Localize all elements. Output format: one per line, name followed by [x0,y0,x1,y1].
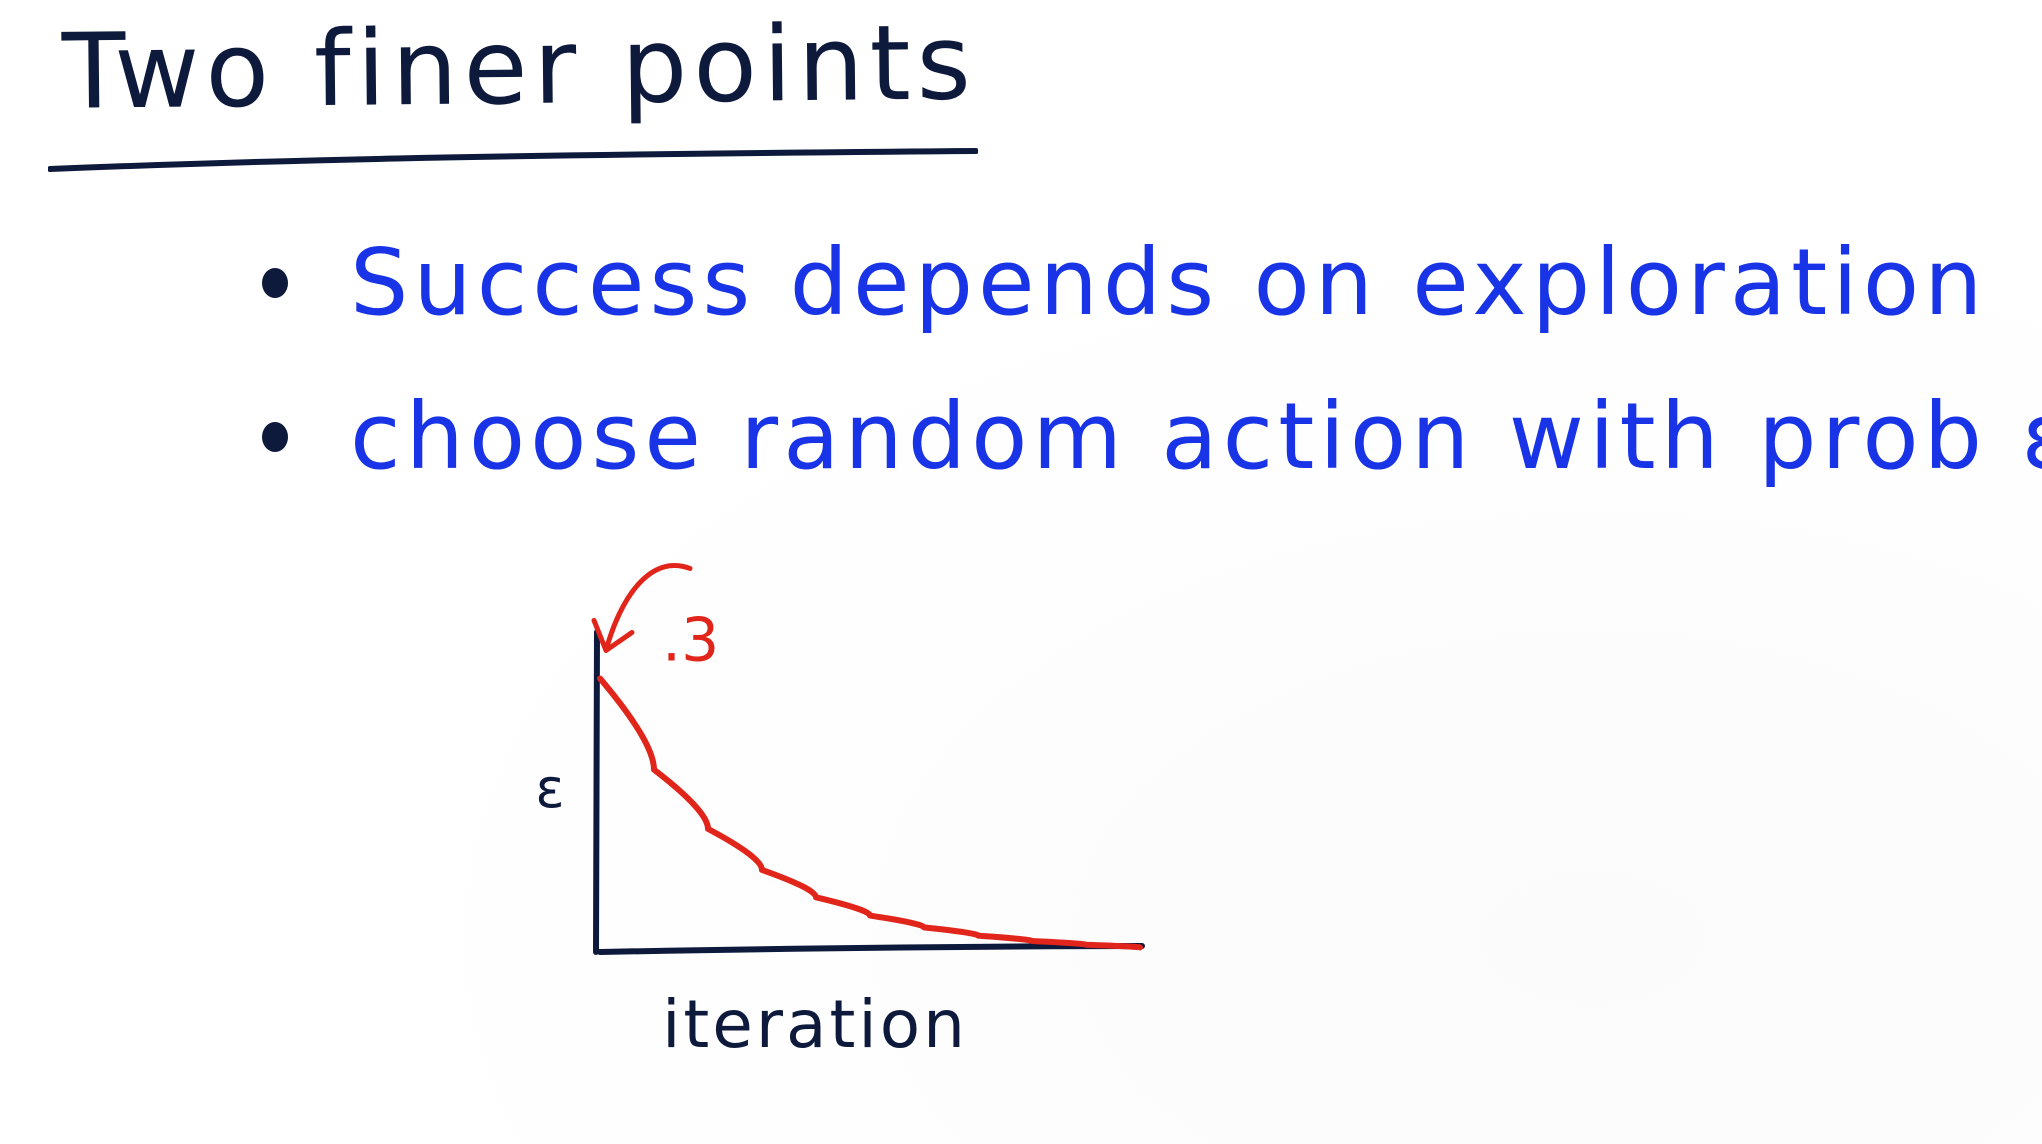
y-axis [593,629,600,955]
series-line [597,675,1143,951]
x-axis [597,943,1145,955]
bullet-item: choose random action with prob ε [262,386,2042,487]
page-title: Two finer points [61,1,978,133]
annotation-label: .3 [662,605,719,675]
bullet-text: choose random action with prob ε [350,383,2042,490]
annotation-arrow-icon [591,563,693,653]
bullet-dot-icon [262,421,288,452]
y-axis-label: ε [535,757,564,820]
title-underline [48,148,978,172]
epsilon-decay-chart: ε iteration .3 [480,563,1200,1063]
bullet-text: Success depends on exploration [350,229,1988,336]
x-axis-label: iteration [662,986,968,1063]
bullet-item: Success depends on exploration [262,232,1987,333]
bullet-dot-icon [262,267,288,298]
chart-svg: ε iteration .3 [535,563,1145,1063]
